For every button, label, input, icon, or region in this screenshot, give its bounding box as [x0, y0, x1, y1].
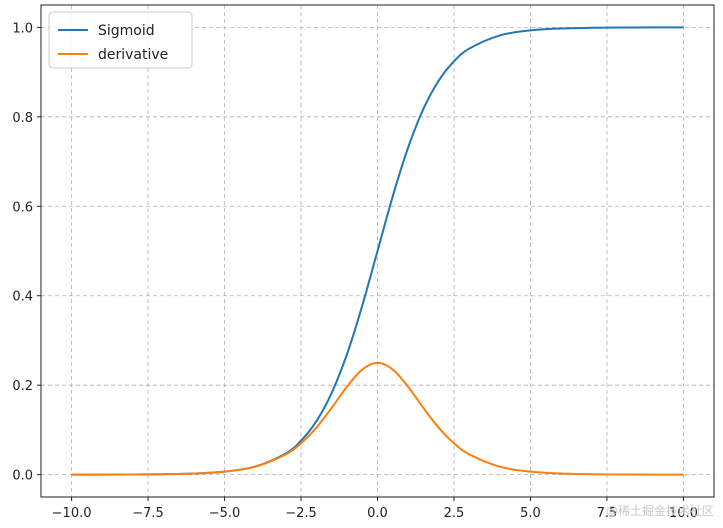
y-tick-label-1: 0.2 [12, 379, 33, 394]
y-tick-label-0: 0.0 [12, 469, 33, 484]
y-tick-label-3: 0.6 [12, 200, 33, 215]
x-tick-label-2: −5.0 [209, 506, 241, 521]
x-tick-label-1: −7.5 [132, 506, 164, 521]
y-tick-label-4: 0.8 [12, 111, 33, 126]
x-axis: −10.0 −7.5 −5.0 −2.5 0.0 2.5 5.0 7.5 10.0 [52, 497, 698, 521]
y-axis: 0.0 0.2 0.4 0.6 0.8 1.0 [12, 21, 41, 484]
x-tick-label-0: −10.0 [52, 506, 92, 521]
y-tick-label-2: 0.4 [12, 290, 33, 305]
x-tick-label-4: 0.0 [367, 506, 388, 521]
watermark: @稀土掘金技术社区 [606, 503, 714, 518]
grid [41, 5, 714, 497]
y-tick-label-5: 1.0 [12, 21, 33, 36]
legend-label-0: Sigmoid [98, 23, 155, 39]
x-tick-label-7: 7.5 [597, 506, 618, 521]
series-lines [71, 26, 684, 476]
x-tick-label-3: −2.5 [285, 506, 317, 521]
x-tick-label-8: 10.0 [669, 506, 698, 521]
legend-label-1: derivative [98, 47, 168, 63]
x-tick-label-6: 5.0 [520, 506, 541, 521]
legend: Sigmoid derivative [48, 11, 193, 69]
series-line-derivative [71, 361, 684, 476]
x-tick-label-5: 2.5 [444, 506, 465, 521]
